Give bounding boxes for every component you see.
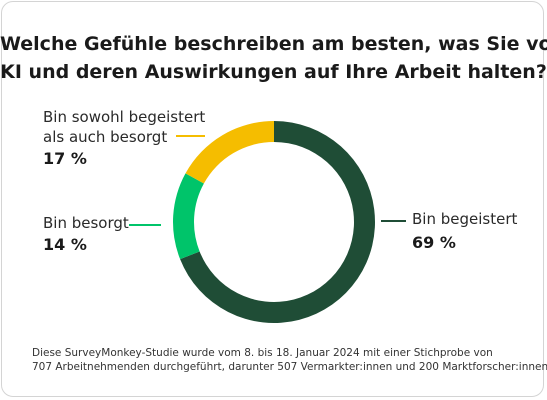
label-both-text-2: als auch besorgt bbox=[43, 128, 168, 146]
donut-slices bbox=[173, 121, 375, 323]
label-both-value: 17 % bbox=[43, 149, 87, 168]
label-both-text-1: Bin sowohl begeistert bbox=[43, 108, 206, 126]
label-excited-text: Bin begeistert bbox=[412, 210, 518, 228]
donut-slice-2 bbox=[185, 121, 274, 184]
chart-title: Welche Gefühle beschreiben am besten, wa… bbox=[0, 30, 547, 86]
footnote-line-1: Diese SurveyMonkey-Studie wurde vom 8. b… bbox=[32, 347, 493, 359]
label-excited: Bin begeistert 69 % bbox=[412, 209, 517, 253]
footnote: Diese SurveyMonkey-Studie wurde vom 8. b… bbox=[32, 346, 547, 374]
label-both: Bin sowohl begeistert als auch besorgt 1… bbox=[43, 107, 205, 169]
chart-title-line-2: KI und deren Auswirkungen auf Ihre Arbei… bbox=[0, 61, 547, 83]
label-worried-value: 14 % bbox=[43, 235, 87, 254]
label-worried: Bin besorgt 14 % bbox=[43, 213, 129, 255]
label-worried-text: Bin besorgt bbox=[43, 214, 129, 232]
label-excited-value: 69 % bbox=[412, 233, 456, 252]
chart-title-line-1: Welche Gefühle beschreiben am besten, wa… bbox=[0, 33, 547, 55]
donut-slice-1 bbox=[173, 173, 204, 260]
footnote-line-2: 707 Arbeitnehmenden durchgeführt, darunt… bbox=[32, 361, 547, 373]
